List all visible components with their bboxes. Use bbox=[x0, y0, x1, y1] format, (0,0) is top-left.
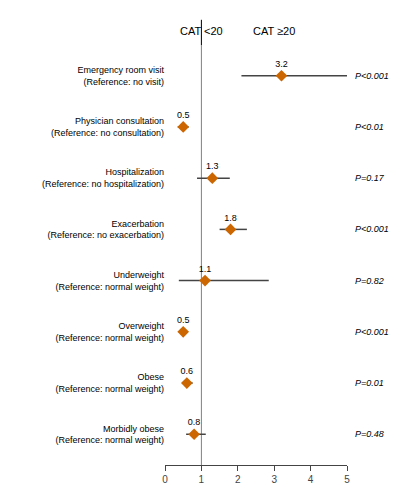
svg-text:P=0.82: P=0.82 bbox=[355, 276, 384, 286]
svg-text:3.2: 3.2 bbox=[275, 59, 288, 69]
svg-text:P<0.001: P<0.001 bbox=[355, 327, 389, 337]
svg-text:4: 4 bbox=[308, 474, 314, 485]
svg-text:Exacerbation(Reference: no exa: Exacerbation(Reference: no exacerbation) bbox=[47, 219, 164, 241]
svg-text:0.6: 0.6 bbox=[181, 366, 194, 376]
svg-text:1: 1 bbox=[199, 474, 205, 485]
svg-text:Emergency room visit(Reference: Emergency room visit(Reference: no visit… bbox=[77, 65, 164, 87]
svg-text:0.5: 0.5 bbox=[177, 110, 190, 120]
svg-text:P=0.17: P=0.17 bbox=[355, 173, 385, 183]
svg-text:CAT ≥20: CAT ≥20 bbox=[253, 25, 295, 37]
svg-text:1.3: 1.3 bbox=[206, 161, 219, 171]
svg-text:P=0.48: P=0.48 bbox=[355, 429, 384, 439]
svg-text:0: 0 bbox=[162, 474, 168, 485]
svg-text:CAT <20: CAT <20 bbox=[180, 25, 223, 37]
svg-text:Overweight(Reference: normal w: Overweight(Reference: normal weight) bbox=[55, 321, 164, 343]
svg-text:Hospitalization(Reference: no: Hospitalization(Reference: no hospitaliz… bbox=[42, 167, 164, 189]
svg-text:3: 3 bbox=[271, 474, 277, 485]
svg-text:2: 2 bbox=[235, 474, 241, 485]
svg-text:P=0.01: P=0.01 bbox=[355, 378, 384, 388]
svg-text:Obese(Reference: normal weight: Obese(Reference: normal weight) bbox=[55, 372, 164, 394]
svg-text:0.5: 0.5 bbox=[177, 315, 190, 325]
svg-text:Morbidly obese(Reference: norm: Morbidly obese(Reference: normal weight) bbox=[55, 424, 164, 446]
svg-text:P<0.001: P<0.001 bbox=[355, 224, 389, 234]
svg-text:1.1: 1.1 bbox=[199, 264, 212, 274]
svg-text:Physician consultation(Referen: Physician consultation(Reference: no con… bbox=[51, 116, 164, 138]
svg-text:Underweight(Reference: normal: Underweight(Reference: normal weight) bbox=[55, 270, 164, 292]
svg-text:P<0.001: P<0.001 bbox=[355, 71, 389, 81]
svg-text:1.8: 1.8 bbox=[224, 213, 237, 223]
svg-text:0.8: 0.8 bbox=[188, 417, 201, 427]
svg-text:P<0.01: P<0.01 bbox=[355, 122, 384, 132]
svg-text:5: 5 bbox=[344, 474, 350, 485]
